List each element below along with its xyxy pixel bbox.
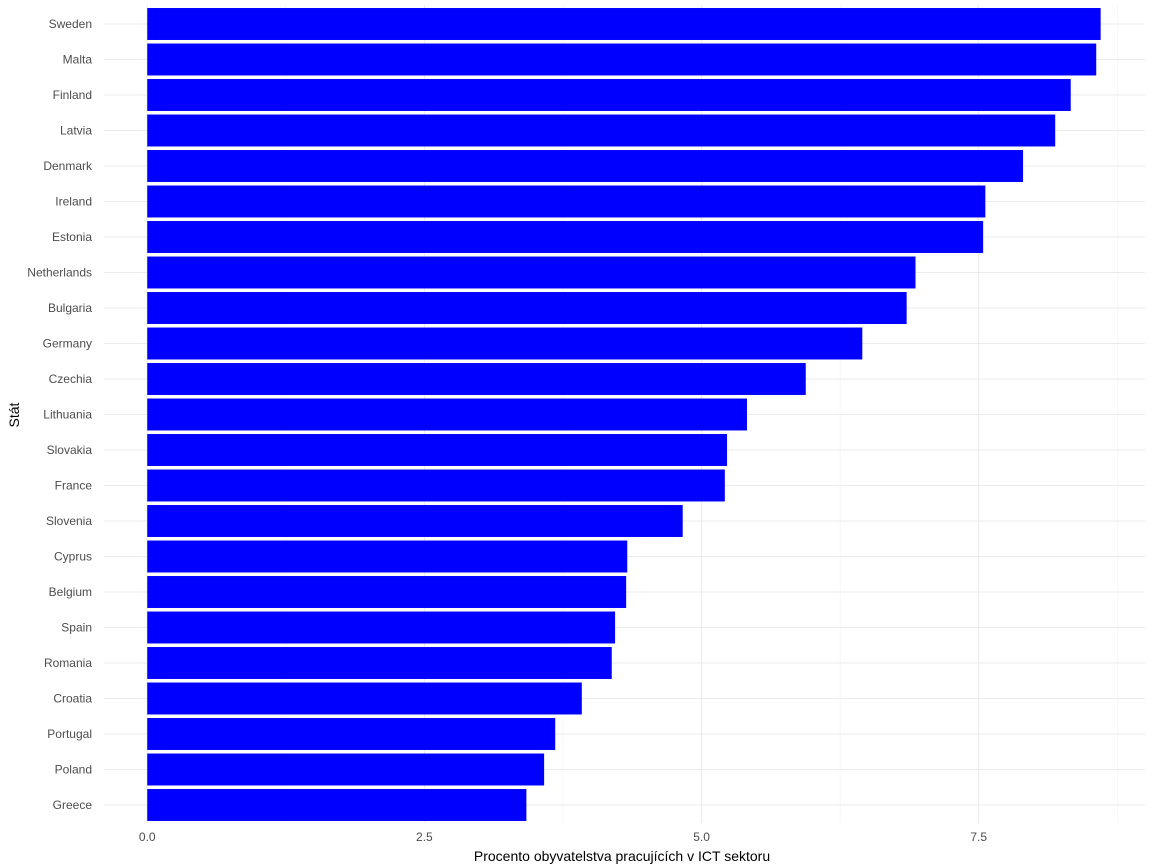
y-tick-label: Belgium	[49, 585, 92, 599]
x-tick-label: 0.0	[139, 830, 156, 844]
bar-spain	[147, 611, 616, 644]
y-tick-label: Spain	[61, 621, 92, 635]
y-tick-label: Netherlands	[27, 266, 92, 280]
bar-slovenia	[147, 505, 683, 537]
y-tick-label: Cyprus	[54, 550, 92, 564]
y-tick-label: Finland	[53, 88, 92, 102]
bar-portugal	[147, 718, 556, 750]
y-tick-label: Germany	[43, 337, 92, 351]
y-axis-title: Stát	[6, 402, 22, 427]
bar-germany	[147, 327, 863, 360]
bar-romania	[147, 647, 612, 679]
y-tick-label: Slovakia	[47, 443, 93, 457]
y-tick-label: Croatia	[53, 692, 92, 706]
x-tick-label: 5.0	[693, 830, 710, 844]
y-tick-label: Sweden	[49, 17, 92, 31]
x-tick-label: 2.5	[416, 830, 433, 844]
bar-bulgaria	[147, 292, 907, 324]
bar-greece	[147, 789, 527, 821]
y-tick-label: Malta	[63, 53, 93, 67]
bars	[147, 8, 1101, 821]
y-tick-label: Lithuania	[43, 408, 92, 422]
bar-latvia	[147, 114, 1056, 147]
y-tick-label: Slovenia	[46, 514, 92, 528]
x-tick-labels: 0.0 2.5 5.0 7.5	[139, 830, 987, 844]
bar-netherlands	[147, 256, 916, 289]
bar-sweden	[147, 8, 1101, 40]
bar-belgium	[147, 576, 627, 608]
y-tick-label: Bulgaria	[48, 301, 92, 315]
y-tick-label: Denmark	[43, 159, 93, 173]
y-tick-label: Estonia	[52, 230, 92, 244]
y-tick-label: Ireland	[55, 195, 92, 209]
bar-slovakia	[147, 434, 728, 466]
bar-estonia	[147, 221, 984, 253]
y-tick-label: Czechia	[49, 372, 93, 386]
bar-ireland	[147, 185, 986, 218]
bar-croatia	[147, 682, 582, 715]
bar-cyprus	[147, 540, 628, 573]
bar-finland	[147, 79, 1071, 111]
y-tick-label: Poland	[55, 763, 92, 777]
x-axis-title: Procento obyvatelstva pracujících v ICT …	[474, 848, 770, 864]
y-tick-label: Romania	[44, 656, 92, 670]
bar-czechia	[147, 363, 806, 395]
y-tick-labels: Sweden Malta Finland Latvia Denmark Ireland Es…	[27, 17, 93, 812]
y-tick-label: France	[55, 479, 93, 493]
y-tick-label: Greece	[53, 798, 93, 812]
bar-malta	[147, 43, 1097, 76]
y-tick-label: Portugal	[47, 727, 92, 741]
bar-france	[147, 469, 725, 502]
y-tick-label: Latvia	[60, 124, 92, 138]
bar-denmark	[147, 150, 1024, 182]
bar-lithuania	[147, 398, 748, 431]
bar-poland	[147, 753, 545, 786]
x-tick-label: 7.5	[970, 830, 987, 844]
